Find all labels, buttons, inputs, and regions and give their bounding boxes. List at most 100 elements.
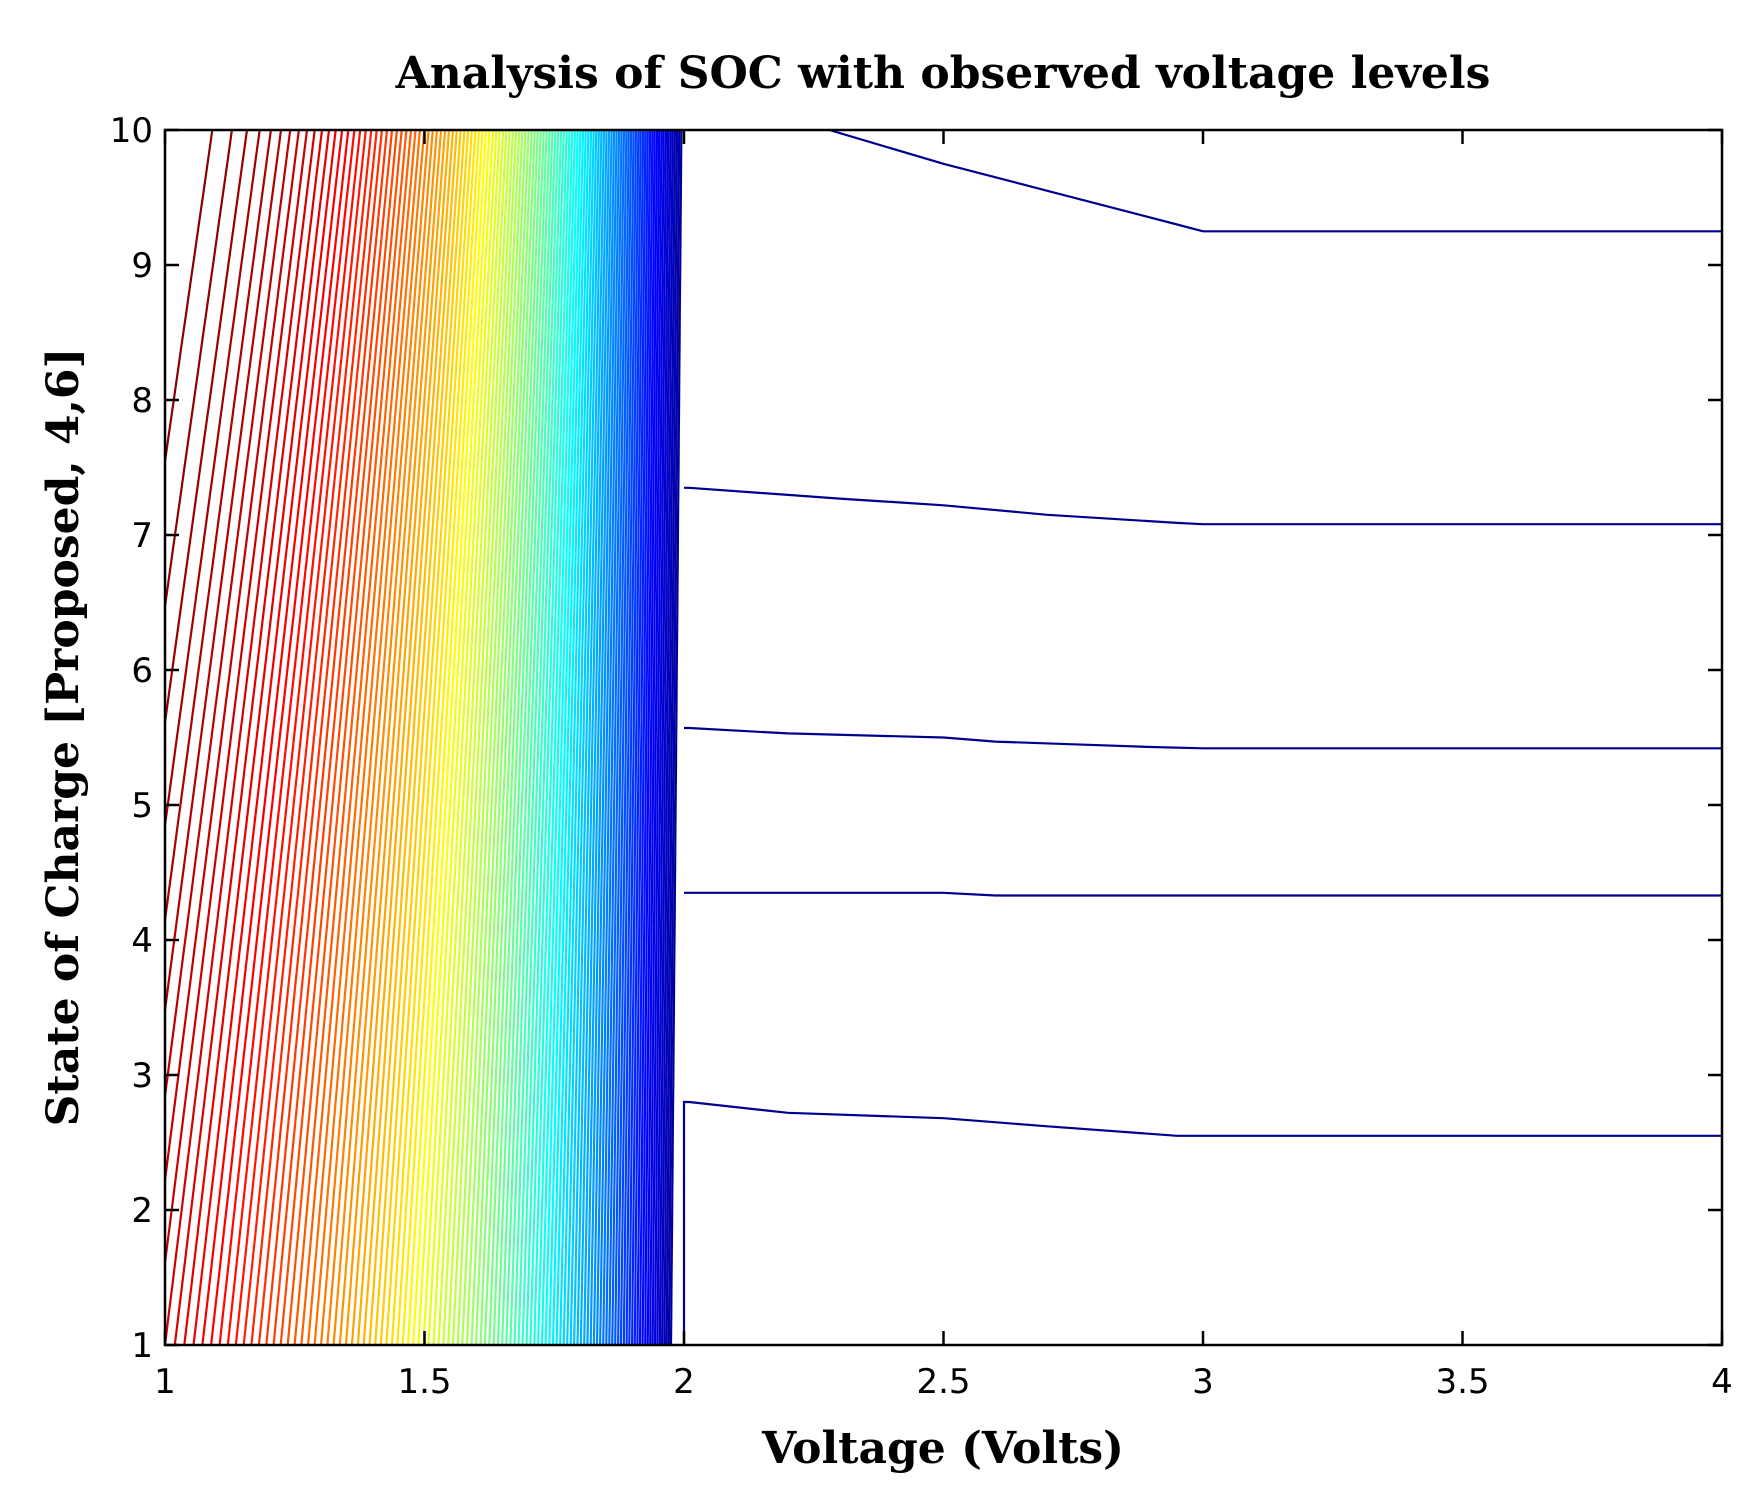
dense-contour-line (300, 130, 413, 1345)
dense-contour-line (646, 130, 661, 1345)
y-tick-label: 6 (131, 651, 153, 691)
dense-contour-line (540, 130, 577, 1345)
dense-contour-line (319, 130, 426, 1345)
dense-contour-line (344, 130, 443, 1345)
dense-contour-line (599, 130, 621, 1345)
dense-contour-line (165, 130, 316, 1345)
dense-contour-line (544, 130, 579, 1345)
x-tick-label: 3.5 (1435, 1362, 1489, 1402)
dense-contour-line (422, 130, 495, 1345)
dense-contour-line (579, 130, 606, 1345)
dense-contour-line (548, 130, 582, 1345)
dense-contour-line (465, 130, 524, 1345)
dense-contour-line (362, 130, 455, 1345)
dense-contour-line (660, 130, 674, 1345)
dense-contour-line (265, 130, 389, 1345)
dense-contour-line (338, 130, 438, 1345)
dense-contour-line (173, 130, 324, 1345)
dense-contour-line (356, 130, 451, 1345)
dense-contour-line (533, 130, 571, 1345)
dense-contour-line (226, 130, 362, 1345)
x-tick-label: 4 (1711, 1362, 1733, 1402)
dense-contour-line (483, 130, 536, 1345)
y-axis-label: State of Charge [Proposed, 4,6] (38, 348, 89, 1127)
dense-contour-line (586, 130, 611, 1345)
dense-contour-line (286, 130, 403, 1345)
dense-contour-line (396, 130, 477, 1345)
dense-contour-line (562, 130, 593, 1345)
dense-contour-line (250, 130, 378, 1345)
dense-contour-line (617, 130, 635, 1345)
dense-contour-lines (165, 130, 683, 1345)
series-line-5 (828, 130, 1722, 233)
y-tick-label: 4 (131, 921, 153, 961)
series-line-2 (684, 891, 1722, 897)
series-line-3 (684, 726, 1722, 750)
y-axis: 1 2 3 4 5 6 7 8 9 10 (110, 111, 1722, 1366)
dense-contour-line (505, 130, 551, 1345)
dense-contour-line (242, 130, 373, 1345)
dense-contour-line (625, 130, 642, 1345)
dense-contour-line (602, 130, 623, 1345)
dense-contour-line (631, 130, 647, 1345)
dense-contour-line (517, 130, 560, 1345)
dense-contour-line (513, 130, 557, 1345)
dense-contour-line (201, 130, 344, 1345)
dense-contour-line (653, 130, 668, 1345)
dense-contour-line (165, 130, 249, 731)
dense-contour-line (293, 130, 408, 1345)
dense-contour-line (569, 130, 598, 1345)
dense-contour-line (379, 130, 466, 1345)
dense-contour-line (592, 130, 616, 1345)
dense-contour-line (437, 130, 505, 1345)
dense-contour-line (537, 130, 574, 1345)
dense-contour-line (470, 130, 527, 1345)
dense-contour-line (192, 130, 337, 1345)
dense-contour-line (406, 130, 484, 1345)
dense-contour-line (427, 130, 498, 1345)
plot-area (165, 130, 1722, 1345)
dense-contour-line (605, 130, 626, 1345)
dense-contour-line (521, 130, 563, 1345)
dense-contour-line (525, 130, 565, 1345)
dense-contour-line (529, 130, 568, 1345)
dense-contour-line (442, 130, 508, 1345)
dense-contour-line (332, 130, 434, 1345)
dense-contour-line (619, 130, 638, 1345)
dense-contour-line (488, 130, 539, 1345)
dense-contour-line (649, 130, 663, 1345)
y-tick-label: 1 (131, 1326, 153, 1366)
dense-contour-line (350, 130, 447, 1345)
series-line-1 (682, 1100, 1722, 1345)
dense-contour-line (576, 130, 603, 1345)
dense-contour-line (638, 130, 654, 1345)
y-tick-label: 8 (131, 381, 153, 421)
dense-contour-line (551, 130, 585, 1345)
dense-contour-line (479, 130, 533, 1345)
dense-contour-line (165, 130, 272, 929)
dense-contour-line (461, 130, 521, 1345)
x-tick-label: 2.5 (916, 1362, 970, 1402)
dense-contour-line (501, 130, 548, 1345)
dense-contour-line (412, 130, 488, 1345)
dense-contour-line (401, 130, 481, 1345)
dense-contour-line (622, 130, 640, 1345)
x-axis-label: Voltage (Volts) (761, 1423, 1124, 1474)
dense-contour-line (583, 130, 608, 1345)
dense-contour-line (589, 130, 613, 1345)
y-tick-label: 2 (131, 1191, 153, 1231)
dense-contour-line (608, 130, 628, 1345)
y-tick-label: 5 (131, 786, 153, 826)
dense-contour-line (165, 130, 261, 834)
dense-contour-line (669, 130, 683, 1345)
dense-contour-line (417, 130, 491, 1345)
dense-contour-line (636, 130, 652, 1345)
dense-contour-line (165, 130, 292, 1105)
dense-contour-line (374, 130, 462, 1345)
dense-contour-line (573, 130, 600, 1345)
dense-contour-line (165, 130, 233, 614)
dense-contour-line (641, 130, 656, 1345)
dense-contour-line (614, 130, 633, 1345)
dense-contour-line (667, 130, 681, 1345)
